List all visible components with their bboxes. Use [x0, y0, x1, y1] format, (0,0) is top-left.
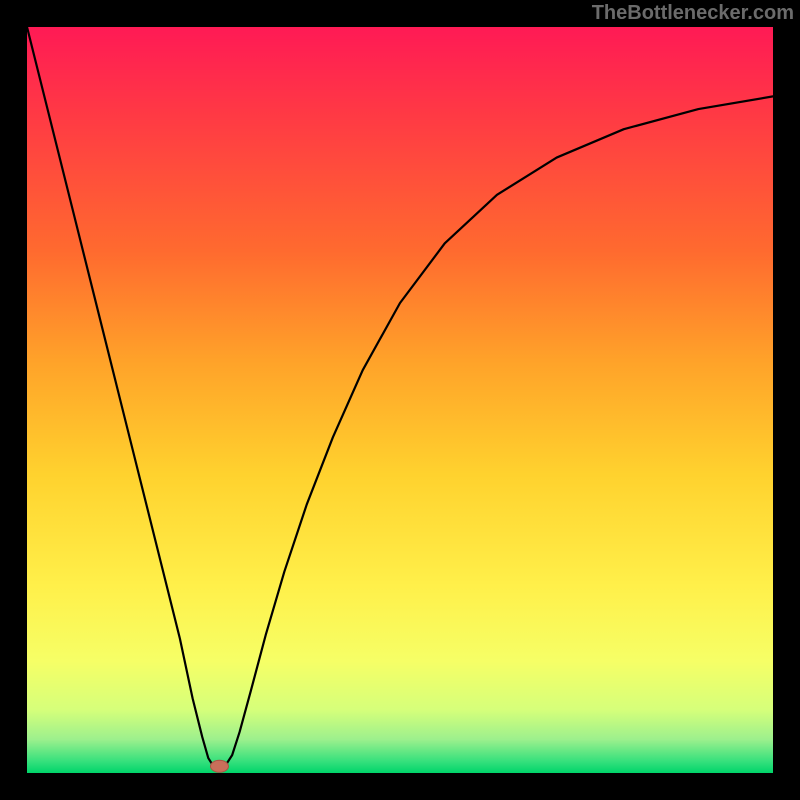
watermark-text: TheBottlenecker.com [592, 2, 794, 25]
plot-area [27, 27, 773, 773]
bottleneck-curve [27, 27, 773, 768]
curve-layer [27, 27, 773, 773]
chart-frame: TheBottlenecker.com [0, 0, 800, 800]
optimum-marker [210, 760, 228, 772]
